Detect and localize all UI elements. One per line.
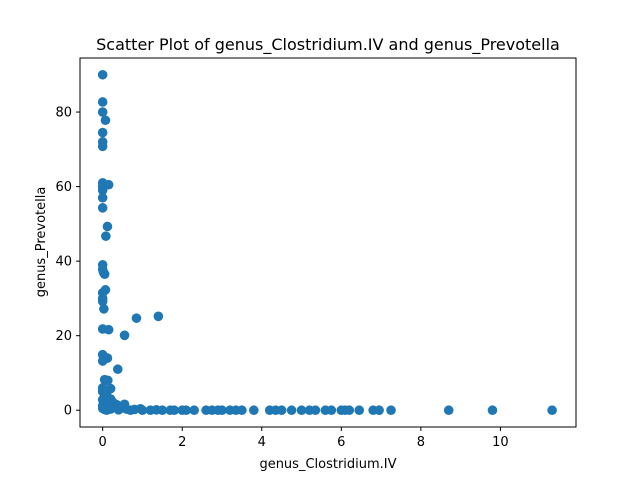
data-point (326, 405, 337, 416)
data-point (386, 405, 396, 416)
data-point (487, 405, 498, 416)
data-point (547, 405, 557, 416)
data-point (99, 304, 109, 314)
data-point (443, 405, 454, 416)
data-point (374, 405, 384, 416)
data-point (354, 405, 365, 416)
data-point (310, 405, 321, 416)
data-point (97, 203, 108, 213)
data-point (97, 296, 108, 307)
data-point (97, 185, 108, 196)
data-point (113, 405, 124, 415)
data-point (97, 107, 108, 117)
data-point (131, 313, 142, 323)
data-point (153, 311, 164, 322)
data-point (217, 405, 227, 416)
x-tick-label: 2 (178, 435, 186, 450)
y-tick-label: 0 (64, 404, 72, 419)
data-point (101, 231, 111, 241)
data-point (286, 405, 297, 416)
points-layer (97, 69, 557, 416)
data-point (296, 405, 307, 416)
data-point (97, 356, 108, 366)
x-axis-label: genus_Clostridium.IV (259, 457, 396, 472)
data-point (97, 141, 108, 152)
data-point (102, 221, 113, 232)
data-point (157, 405, 168, 416)
data-point (97, 127, 108, 138)
y-tick-label: 60 (55, 180, 72, 195)
data-point (276, 405, 287, 416)
data-point (137, 405, 148, 416)
y-tick-label: 40 (55, 255, 72, 270)
data-point (169, 405, 180, 416)
x-tick-label: 10 (492, 435, 509, 450)
x-tick-label: 4 (258, 435, 266, 450)
x-axis: 0 2 4 6 8 10 (99, 427, 509, 450)
data-point (112, 364, 123, 375)
data-point (105, 404, 116, 414)
data-point (97, 192, 108, 203)
data-point (103, 324, 114, 335)
data-point (99, 269, 110, 279)
data-point (249, 405, 259, 416)
data-point (237, 405, 247, 416)
y-axis-label: genus_Prevotella (34, 187, 49, 298)
y-tick-label: 20 (55, 329, 72, 344)
x-tick-label: 0 (99, 435, 107, 450)
data-point (103, 375, 113, 386)
chart-title: Scatter Plot of genus_Clostridium.IV and… (96, 35, 560, 55)
y-tick-label: 80 (55, 106, 72, 121)
x-tick-label: 8 (417, 435, 425, 450)
plot-area-frame (79, 57, 577, 428)
data-point (181, 405, 191, 416)
x-tick-label: 6 (337, 435, 345, 450)
data-point (100, 115, 111, 126)
data-point (97, 69, 108, 80)
data-point (119, 330, 130, 341)
y-axis: 0 20 40 60 80 (55, 106, 80, 419)
data-point (97, 97, 108, 107)
data-point (189, 405, 199, 416)
data-point (344, 405, 355, 416)
